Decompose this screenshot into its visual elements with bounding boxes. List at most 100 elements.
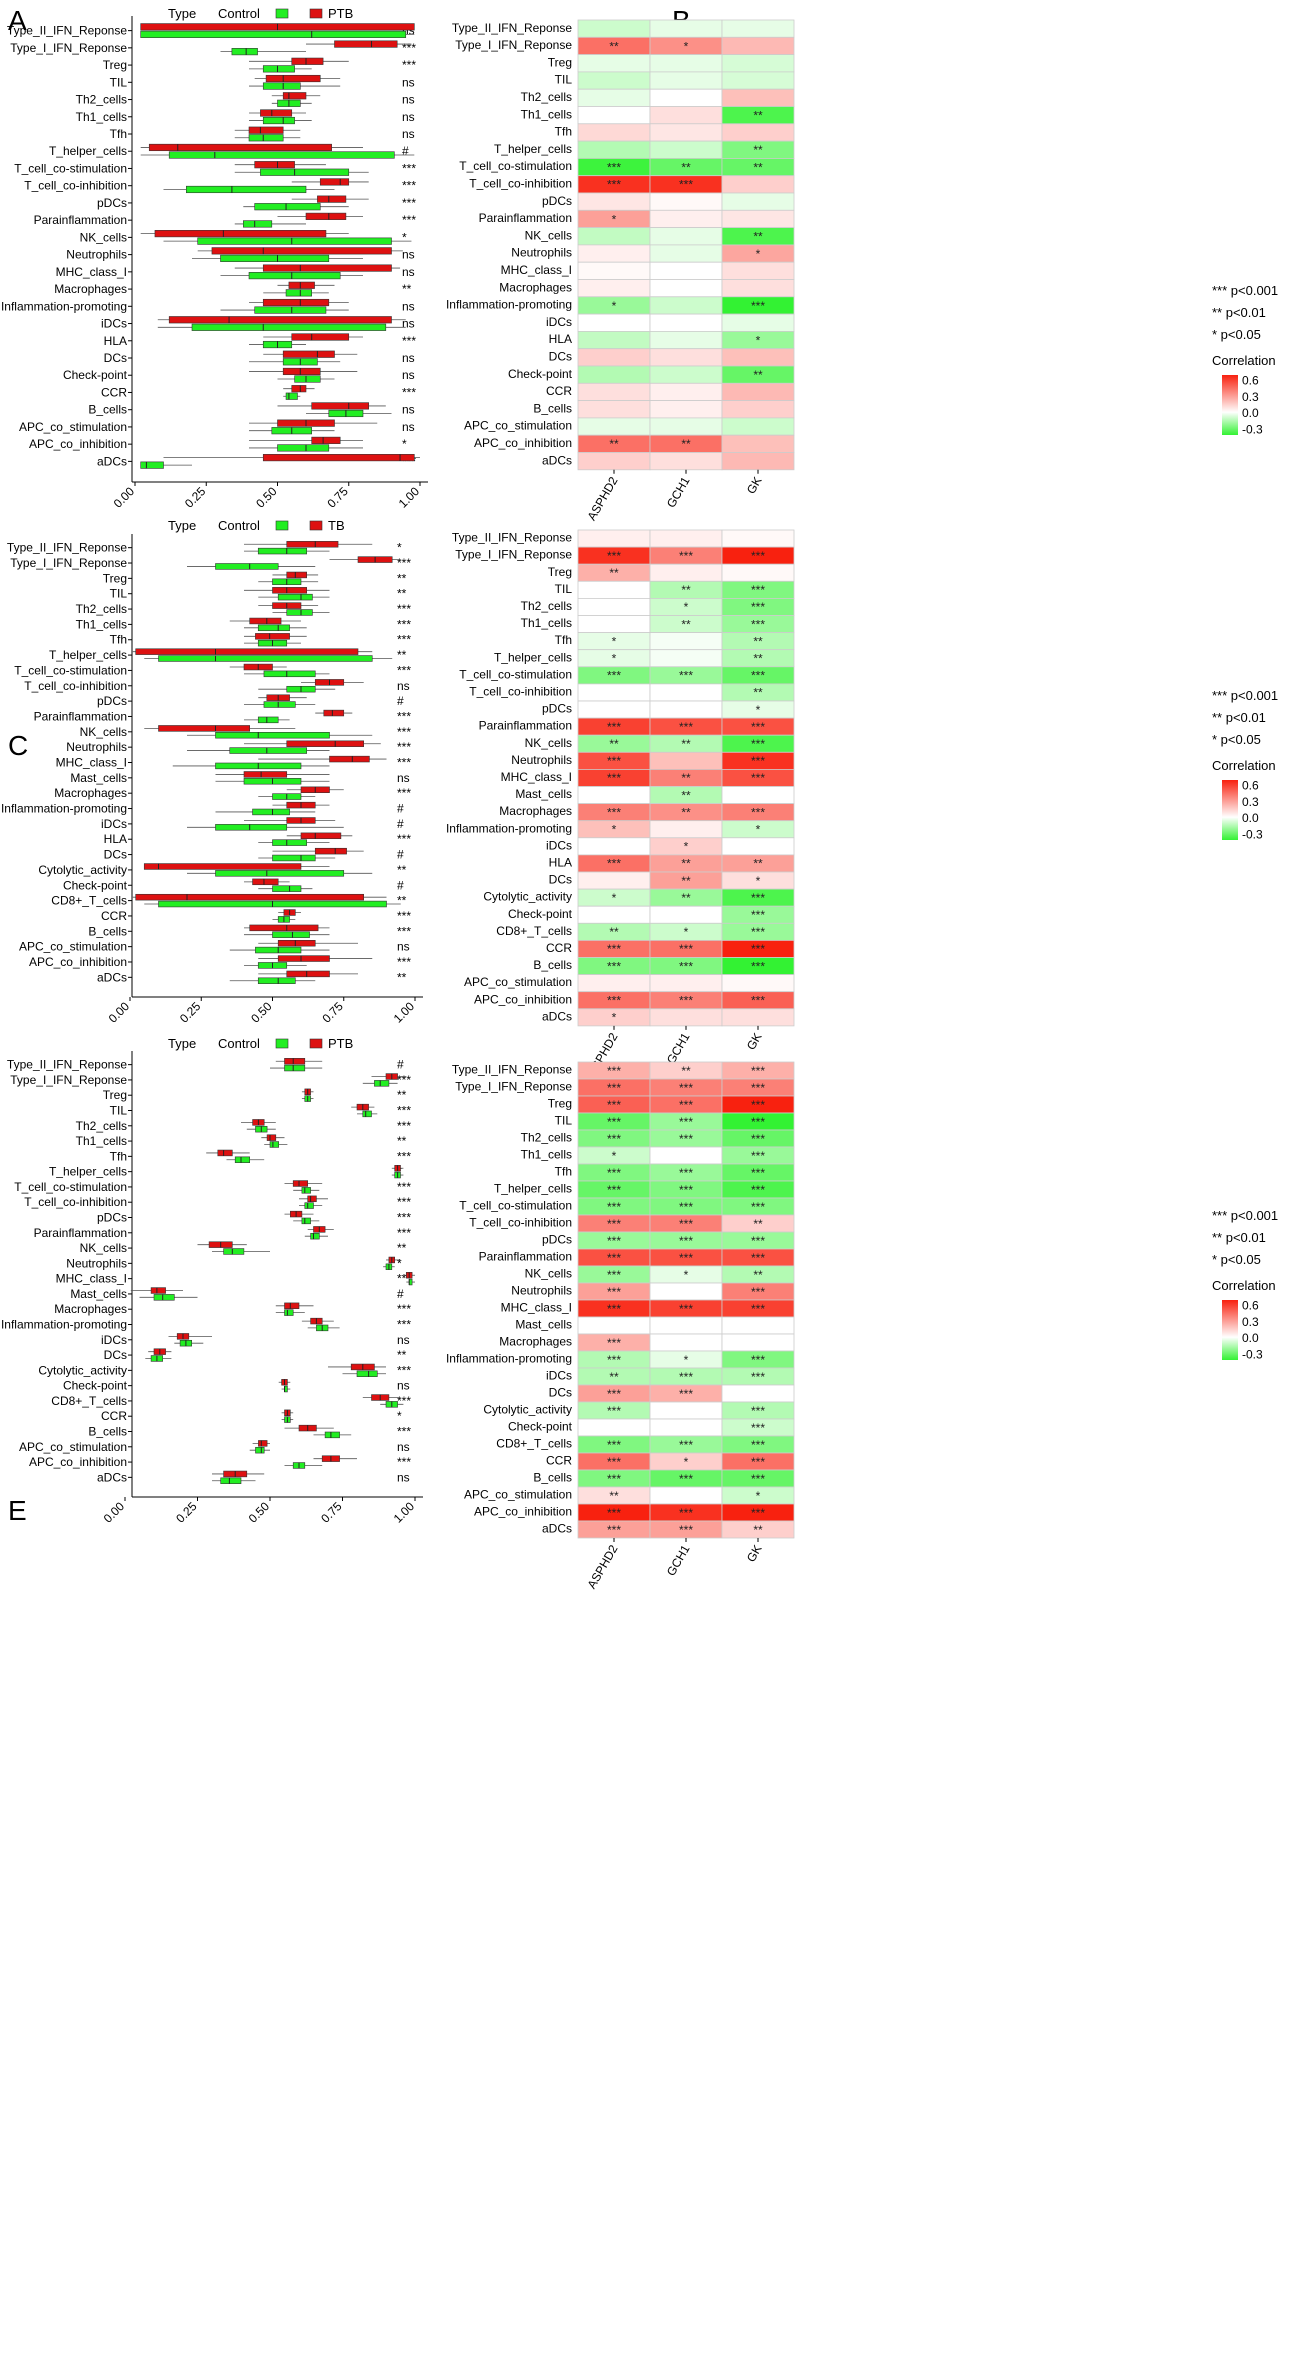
legend-swatch-control	[275, 1038, 289, 1049]
heatmap-star: ***	[679, 1472, 693, 1486]
box-iqr	[260, 109, 293, 117]
heatmap-star: ***	[607, 1438, 621, 1452]
heatmap-row-label: Neutrophils	[511, 1284, 572, 1298]
significance-label: ***	[397, 1180, 411, 1194]
significance-label: ***	[397, 1211, 411, 1225]
heatmap-row-label: Check-point	[508, 907, 573, 921]
heatmap-row-label: APC_co_stimulation	[464, 419, 572, 433]
heatmap-cell	[649, 1418, 723, 1437]
category-label: APC_co_inhibition	[29, 437, 127, 451]
heatmap-star: ***	[607, 669, 621, 683]
colorbar-tick-label: 0.0	[1242, 811, 1259, 825]
heatmap-cell	[649, 261, 723, 280]
panel-c-boxplot: Type Control TB Type_II_IFN_Reponse * Type_I_…	[1, 518, 423, 1026]
box-iqr	[286, 571, 308, 579]
heatmap-row-label: Macrophages	[499, 804, 572, 818]
heatmap-row-label: B_cells	[533, 1471, 572, 1485]
x-tick-label: 0.25	[182, 484, 209, 511]
heatmap-star: **	[609, 925, 619, 939]
heatmap-star: **	[609, 39, 619, 53]
heatmap-star: ***	[607, 178, 621, 192]
significance-label: ***	[402, 179, 416, 193]
heatmap-row-label: CD8+_T_cells	[496, 924, 572, 938]
category-label: aDCs	[97, 1470, 127, 1484]
box-iqr	[301, 1217, 311, 1225]
heatmap-row-label: TIL	[555, 73, 573, 87]
category-label: Mast_cells	[70, 1287, 127, 1301]
heatmap-cell	[649, 140, 723, 159]
category-label: Macrophages	[54, 282, 127, 296]
heatmap-star: ***	[751, 942, 765, 956]
significance-label: *	[397, 541, 402, 555]
colorbar-tick-label: -0.3	[1242, 828, 1263, 842]
heatmap-cell	[649, 700, 723, 719]
heatmap-row-label: APC_co_inhibition	[474, 436, 572, 450]
category-label: MHC_class_I	[56, 265, 127, 279]
heatmap-cell	[577, 330, 651, 350]
box-iqr	[215, 824, 288, 831]
heatmap-star: ***	[751, 1149, 765, 1163]
heatmap-star: ***	[679, 1302, 693, 1316]
heatmap-star: ***	[751, 908, 765, 922]
heatmap-row-label: CCR	[546, 384, 572, 398]
significance-label: ns	[402, 403, 415, 417]
significance-label: ns	[397, 1333, 410, 1347]
box-iqr	[282, 367, 321, 376]
heatmap-star: ***	[607, 1404, 621, 1418]
heatmap-col-label: GCH1	[664, 1542, 693, 1578]
box-iqr	[257, 716, 279, 724]
heatmap-cell	[649, 1333, 723, 1352]
heatmap-star: ***	[679, 1098, 693, 1112]
box-iqr	[257, 977, 296, 984]
heatmap-cell	[649, 905, 723, 924]
colorbar-tick-label: -0.3	[1242, 1348, 1263, 1362]
legend-title: Type	[168, 6, 196, 21]
heatmap-star: ***	[679, 1370, 693, 1384]
heatmap-star: **	[681, 771, 691, 785]
heatmap-star: ***	[607, 994, 621, 1008]
category-label: NK_cells	[80, 725, 127, 739]
significance-label: ***	[397, 725, 411, 739]
box-iqr	[252, 878, 279, 886]
category-label: APC_co_inhibition	[29, 955, 127, 969]
heatmap-star: ***	[607, 1132, 621, 1146]
colorbar-tick-label: 0.6	[1242, 373, 1259, 387]
category-label: Neutrophils	[66, 248, 127, 262]
heatmap-star: *	[756, 703, 761, 717]
heatmap-row-label: Treg	[548, 1097, 572, 1111]
significance-label: ***	[397, 1363, 411, 1377]
colorbar-tick-label: 0.3	[1242, 1315, 1259, 1329]
box-iqr	[262, 65, 295, 73]
box-iqr	[269, 1141, 279, 1148]
heatmap-row-label: T_cell_co-stimulation	[459, 1199, 572, 1213]
heatmap-star: ***	[679, 1506, 693, 1520]
significance-label: **	[402, 282, 412, 296]
sig-legend-entry: *** p<0.001	[1212, 688, 1278, 703]
significance-label: ns	[402, 248, 415, 262]
box-iqr	[220, 254, 330, 262]
box-iqr	[272, 885, 302, 892]
significance-label: ns	[402, 351, 415, 365]
heatmap-cell	[649, 1316, 723, 1335]
heatmap-cell	[721, 54, 795, 73]
heatmap-star: ***	[751, 805, 765, 819]
significance-label: #	[397, 802, 404, 816]
significance-label: **	[397, 648, 407, 662]
significance-label: ***	[397, 756, 411, 770]
category-label: Cytolytic_activity	[38, 1363, 127, 1377]
sig-legend-entry: * p<0.05	[1212, 327, 1261, 342]
heatmap-star: ***	[607, 942, 621, 956]
heatmap-star: ***	[607, 549, 621, 563]
box-iqr	[150, 1287, 166, 1294]
heatmap-star: ***	[607, 1336, 621, 1350]
significance-label: ns	[397, 1379, 410, 1393]
category-label: T_cell_co-inhibition	[24, 179, 127, 193]
category-label: Mast_cells	[70, 771, 127, 785]
heatmap-row-label: pDCs	[542, 1233, 572, 1247]
box-iqr	[291, 333, 350, 341]
heatmap-cell	[649, 123, 723, 142]
panel-f-heatmap: Type_II_IFN_Reponse *** ** ***Type_I_IFN_Re…	[446, 1061, 1278, 1591]
box-iqr	[248, 134, 284, 142]
category-label: T_helper_cells	[49, 144, 127, 158]
heatmap-star: ***	[751, 1285, 765, 1299]
